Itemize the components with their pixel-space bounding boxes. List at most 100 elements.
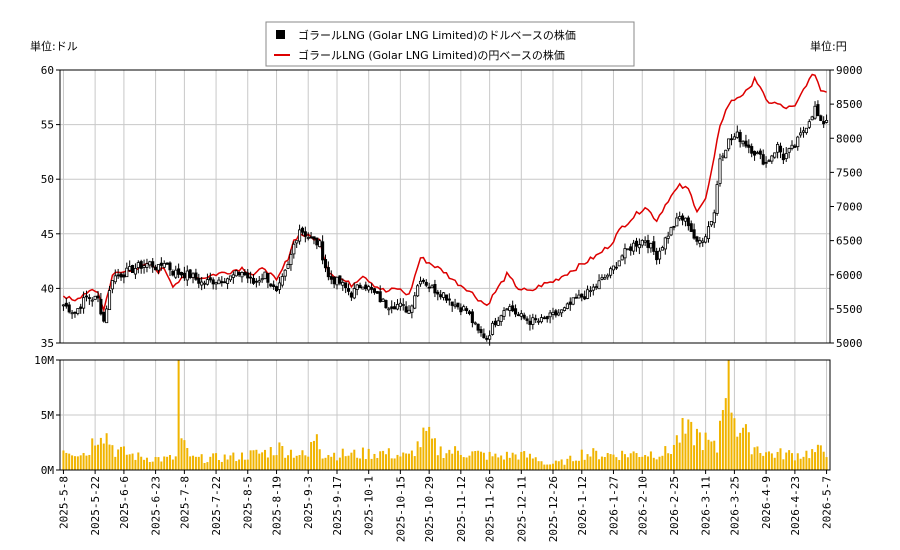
volume-bar bbox=[641, 456, 644, 470]
volume-bar bbox=[805, 450, 808, 470]
candle-body bbox=[681, 215, 685, 221]
volume-bar bbox=[145, 457, 148, 470]
candle-body bbox=[159, 262, 163, 266]
volume-bar bbox=[232, 452, 235, 470]
candle-body bbox=[346, 288, 351, 292]
volume-bar bbox=[364, 459, 367, 470]
volume-bar bbox=[500, 455, 503, 470]
x-tick-label: 2025-6-6 bbox=[118, 476, 131, 529]
volume-bar bbox=[243, 459, 246, 470]
volume-bar bbox=[675, 435, 678, 470]
price-tick-label: 45 bbox=[41, 228, 54, 241]
candle-body bbox=[571, 297, 575, 305]
candle-body bbox=[231, 274, 235, 278]
candle-body bbox=[372, 288, 376, 293]
volume-bar bbox=[549, 464, 552, 470]
volume-bar bbox=[73, 456, 76, 470]
volume-bar bbox=[384, 454, 387, 470]
volume-bar bbox=[526, 457, 529, 470]
volume-bar bbox=[505, 451, 508, 470]
volume-bar bbox=[560, 459, 563, 470]
volume-bar bbox=[367, 448, 370, 470]
volume-bar bbox=[690, 421, 693, 470]
volume-bar bbox=[338, 457, 341, 470]
candle-body bbox=[116, 274, 120, 277]
candle-body bbox=[390, 306, 394, 309]
candle-body bbox=[257, 280, 261, 283]
x-tick-label: 2025-5-22 bbox=[89, 476, 102, 536]
candle-body bbox=[99, 298, 103, 315]
candle-body bbox=[133, 268, 137, 275]
candle-body bbox=[393, 306, 397, 310]
volume-bar bbox=[382, 450, 385, 470]
candle-body bbox=[732, 136, 736, 140]
volume-bar bbox=[160, 461, 163, 470]
volume-bar bbox=[361, 447, 364, 470]
candle-body bbox=[136, 262, 140, 268]
volume-bar bbox=[528, 453, 531, 470]
volume-bar bbox=[520, 451, 523, 470]
candle-body bbox=[312, 236, 316, 240]
candle-body bbox=[591, 286, 595, 291]
candle-body bbox=[640, 239, 644, 246]
candle-body bbox=[315, 237, 319, 246]
volume-bar bbox=[275, 455, 278, 470]
candle-body bbox=[358, 284, 362, 289]
volume-bar bbox=[479, 451, 483, 470]
volume-bar bbox=[226, 459, 229, 470]
candle-body bbox=[142, 265, 146, 268]
x-tick-label: 2025-12-11 bbox=[515, 476, 528, 542]
candle-body bbox=[629, 246, 633, 251]
volume-bar bbox=[405, 453, 408, 470]
candle-body bbox=[562, 307, 567, 311]
volume-bar bbox=[120, 446, 123, 470]
volume-bar bbox=[468, 455, 471, 470]
volume-bar bbox=[168, 455, 171, 470]
candle-body bbox=[131, 265, 135, 274]
volume-bar bbox=[788, 450, 791, 470]
candle-body bbox=[534, 318, 538, 321]
candle-body bbox=[145, 263, 149, 268]
volume-bar bbox=[750, 454, 753, 470]
volume-bar bbox=[603, 457, 606, 470]
candle-body bbox=[82, 297, 86, 309]
volume-bar bbox=[88, 454, 91, 470]
volume-bar bbox=[586, 454, 589, 470]
volume-bar bbox=[347, 455, 350, 470]
volume-bar bbox=[600, 456, 603, 470]
volume-bar bbox=[615, 457, 618, 470]
candle-body bbox=[309, 236, 313, 239]
volume-bar bbox=[249, 450, 252, 470]
candle-body bbox=[329, 276, 333, 280]
volume-bar bbox=[678, 442, 681, 470]
volume-bar bbox=[644, 454, 647, 470]
candle-body bbox=[407, 309, 411, 314]
candle-body bbox=[620, 255, 624, 261]
candle-body bbox=[306, 237, 310, 239]
candle-body bbox=[729, 138, 734, 141]
volume-bar bbox=[724, 398, 727, 470]
candle-body bbox=[787, 148, 791, 153]
volume-bar bbox=[114, 456, 117, 470]
volume-bar bbox=[255, 449, 258, 470]
candle-body bbox=[139, 261, 143, 269]
candle-body bbox=[194, 272, 198, 280]
candle-body bbox=[753, 150, 757, 156]
candle-body bbox=[482, 333, 486, 339]
candle-body bbox=[727, 138, 731, 150]
volume-bar bbox=[370, 458, 373, 470]
candle-body bbox=[799, 132, 803, 136]
yen-tick-label: 6500 bbox=[836, 235, 863, 248]
candle-body bbox=[338, 275, 342, 284]
volume-bar bbox=[733, 418, 736, 470]
volume-bar bbox=[647, 456, 650, 470]
volume-bar bbox=[336, 460, 339, 470]
candle-body bbox=[90, 299, 94, 302]
candle-body bbox=[79, 306, 83, 309]
candle-body bbox=[208, 277, 212, 281]
volume-bar bbox=[459, 454, 462, 470]
volume-bar bbox=[606, 453, 609, 470]
volume-bar bbox=[482, 452, 485, 470]
candle-body bbox=[796, 136, 800, 148]
x-tick-label: 2025-7-22 bbox=[210, 476, 223, 536]
